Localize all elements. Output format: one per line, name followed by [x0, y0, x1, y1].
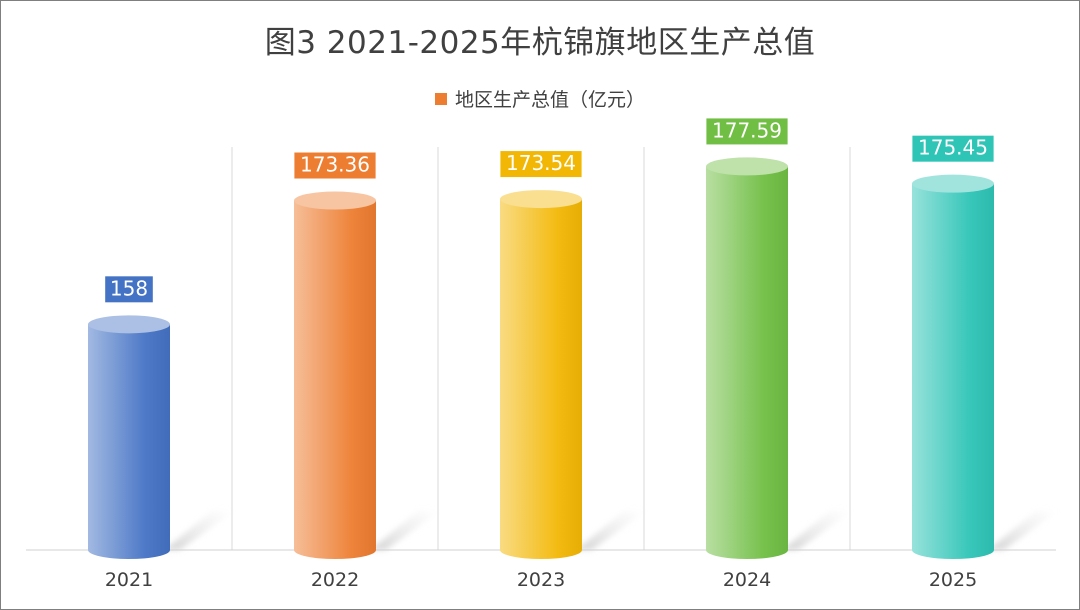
bar-body	[88, 324, 170, 559]
bar-top	[706, 157, 788, 176]
data-label: 158	[110, 276, 148, 300]
bar-top	[88, 315, 170, 334]
bar	[88, 315, 170, 559]
legend-swatch	[434, 93, 447, 105]
data-label-box	[706, 118, 788, 145]
bar-shadow	[782, 510, 853, 550]
bar-body	[706, 166, 788, 559]
x-tick-label: 2025	[929, 569, 977, 591]
x-tick-label: 2024	[723, 569, 771, 591]
data-label-box	[105, 276, 153, 303]
x-tick-label: 2023	[517, 569, 565, 591]
chart-legend: 地区生产总值（亿元）	[1, 85, 1079, 112]
bar-top	[500, 190, 582, 209]
bar	[706, 157, 788, 559]
bar-top	[294, 191, 376, 210]
bar	[294, 191, 376, 559]
bar	[500, 190, 582, 559]
x-tick-label: 2022	[311, 569, 359, 591]
legend-label: 地区生产总值（亿元）	[454, 89, 645, 111]
bar-body	[294, 200, 376, 559]
data-label-box	[912, 135, 994, 162]
bar-shadow	[164, 510, 235, 550]
data-label-box	[294, 152, 376, 179]
bar	[912, 174, 994, 559]
data-label: 175.45	[918, 136, 988, 160]
bar-shadow	[576, 510, 647, 550]
bar-body	[500, 199, 582, 559]
x-tick-label: 2021	[105, 569, 153, 591]
bar-body	[912, 183, 994, 559]
bar-shadow	[370, 510, 441, 550]
data-label-box	[500, 151, 582, 178]
bar-shadow	[988, 510, 1059, 550]
chart-title: 图3 2021-2025年杭锦旗地区生产总值	[264, 25, 816, 61]
data-label: 173.54	[506, 151, 576, 175]
data-label: 173.36	[300, 153, 370, 177]
data-label: 177.59	[712, 118, 782, 142]
bar-top	[912, 174, 994, 193]
